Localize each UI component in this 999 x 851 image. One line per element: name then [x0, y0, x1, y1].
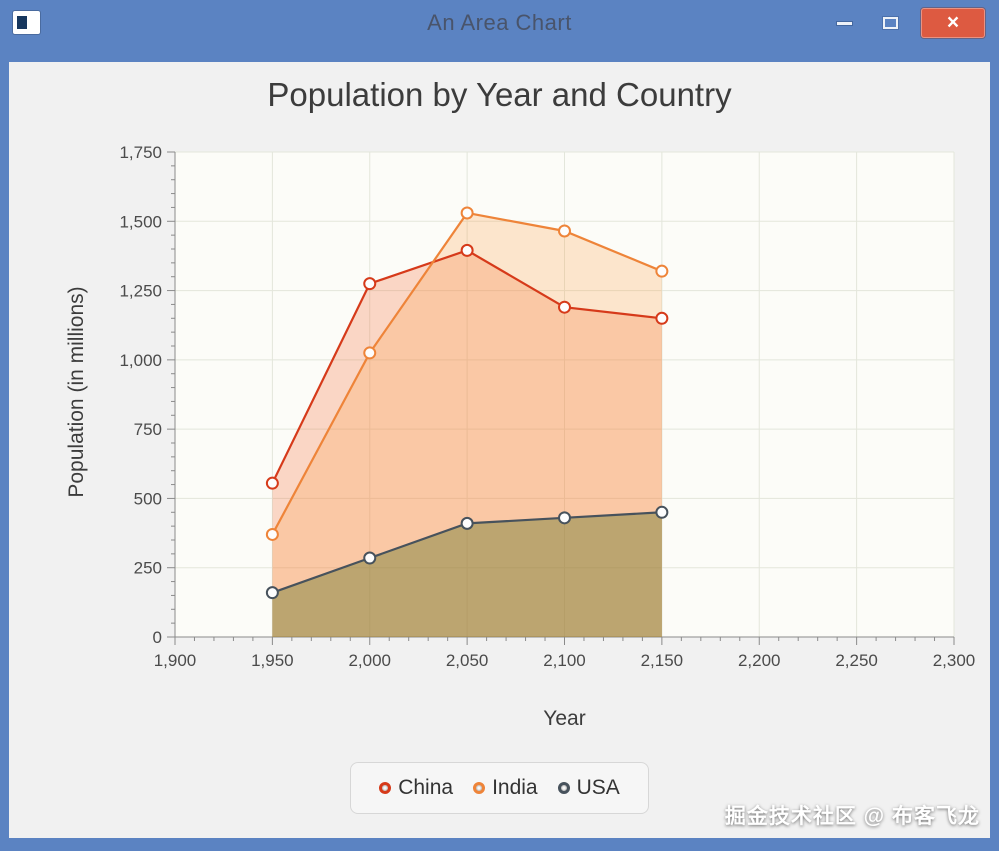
- watermark: 掘金技术社区 @ 布客飞龙: [724, 805, 980, 828]
- svg-text:2,300: 2,300: [933, 651, 976, 670]
- chart-legend: China India USA: [350, 762, 649, 814]
- svg-text:1,500: 1,500: [119, 212, 162, 231]
- svg-text:250: 250: [134, 559, 162, 578]
- titlebar[interactable]: An Area Chart ×: [0, 0, 999, 46]
- chart-title: Population by Year and Country: [267, 76, 732, 113]
- y-axis-label: Population (in millions): [65, 286, 88, 498]
- legend-label: India: [492, 776, 538, 799]
- svg-text:2,250: 2,250: [835, 651, 878, 670]
- app-icon: [13, 11, 40, 34]
- chart-container: Population by Year and Country 1,900 1,95…: [9, 62, 990, 838]
- legend-item-india[interactable]: India: [473, 776, 538, 800]
- svg-text:2,200: 2,200: [738, 651, 781, 670]
- window-controls: ×: [829, 0, 985, 46]
- legend-item-usa[interactable]: USA: [557, 776, 620, 800]
- window-title: An Area Chart: [427, 10, 572, 35]
- legend-label: USA: [576, 776, 620, 799]
- legend-item-china[interactable]: China: [379, 776, 453, 800]
- maximize-button[interactable]: [875, 8, 905, 38]
- area-chart-canvas: 1,900 1,950 2,000 2,050 2,100 2,150 2,200 2,250…: [119, 143, 976, 670]
- svg-text:1,000: 1,000: [119, 351, 162, 370]
- svg-text:2,000: 2,000: [348, 651, 391, 670]
- svg-text:2,150: 2,150: [641, 651, 684, 670]
- svg-text:1,950: 1,950: [251, 651, 294, 670]
- close-icon: ×: [946, 10, 960, 34]
- x-axis-label: Year: [543, 707, 586, 730]
- svg-text:1,900: 1,900: [154, 651, 197, 670]
- legend-label: China: [398, 776, 454, 799]
- close-button[interactable]: ×: [921, 8, 985, 38]
- app-icon-glyph: [17, 16, 27, 29]
- svg-text:1,750: 1,750: [119, 143, 162, 162]
- legend-marker-usa-icon: [557, 782, 570, 794]
- maximize-icon: [882, 17, 898, 29]
- minimize-icon: [836, 21, 852, 25]
- svg-text:0: 0: [153, 628, 162, 647]
- legend-wrap: China India USA: [9, 762, 990, 814]
- svg-text:2,050: 2,050: [446, 651, 489, 670]
- svg-text:2,100: 2,100: [543, 651, 586, 670]
- svg-text:750: 750: [134, 420, 162, 439]
- legend-marker-china-icon: [379, 782, 392, 794]
- svg-text:1,250: 1,250: [119, 282, 162, 301]
- minimize-button[interactable]: [829, 8, 859, 38]
- legend-marker-india-icon: [473, 782, 486, 794]
- svg-text:500: 500: [134, 489, 162, 508]
